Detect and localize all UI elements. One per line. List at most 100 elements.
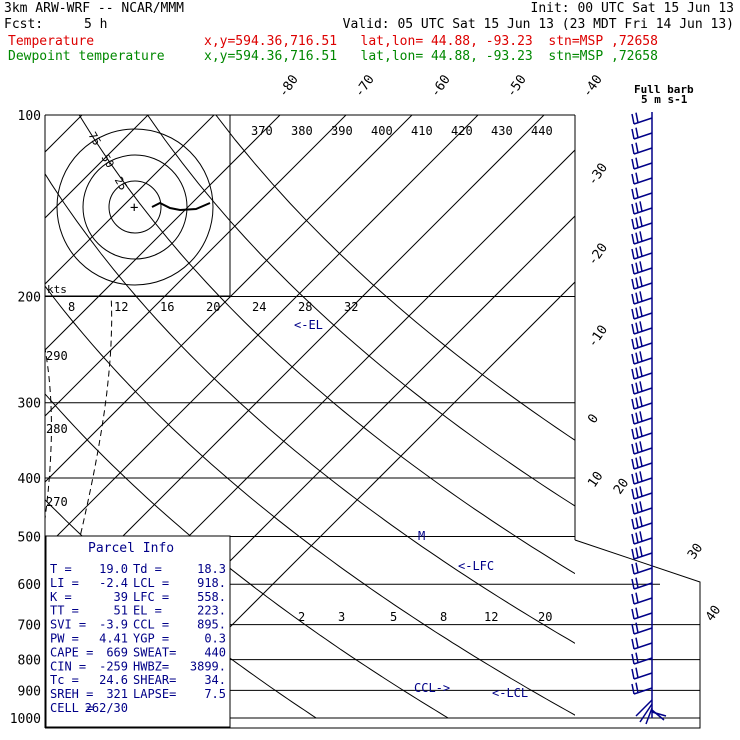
wind-barb	[631, 426, 653, 440]
parcel-field-value: 7.5	[204, 687, 226, 701]
wind-barb	[631, 471, 653, 485]
wind-barb-shaft	[633, 687, 653, 695]
wind-barb	[631, 112, 653, 125]
wind-barb	[631, 667, 653, 680]
wind-key-value: 5 m s-1	[641, 93, 688, 106]
wind-barb	[631, 396, 653, 410]
wind-barb-flag	[639, 321, 643, 332]
wind-barb-flag	[631, 218, 635, 230]
wind-barb	[631, 351, 653, 365]
wind-barb	[631, 261, 653, 275]
forecast-hours: 5 h	[84, 17, 108, 32]
hodograph-speed-label: 20	[206, 300, 220, 314]
wind-barb-flag	[635, 352, 639, 363]
wind-barb-flag	[635, 592, 639, 603]
isotherm-label: 30	[685, 541, 706, 562]
wind-barb-flag	[631, 383, 635, 395]
hodograph-ring	[56, 128, 214, 286]
parcel-field-value: 3899.	[190, 659, 226, 673]
wind-barb	[631, 201, 653, 215]
wind-barb-shaft	[633, 132, 653, 140]
wind-barb-flag	[639, 246, 643, 257]
pressure-label: 900	[18, 684, 41, 699]
wind-barb-flag	[631, 413, 635, 425]
hodograph-speed-label: 8	[68, 300, 75, 314]
legend-dewpoint: Dewpoint temperature	[8, 49, 165, 64]
theta-label: 370	[251, 124, 273, 138]
hodograph-ring-label: 50	[99, 152, 117, 170]
hodograph-ring	[108, 180, 162, 234]
wind-barb	[631, 622, 653, 635]
dry-adiabat	[45, 172, 575, 644]
wind-barb-flag	[635, 292, 639, 303]
wind-barb-flag	[635, 337, 639, 348]
wind-barb	[631, 276, 653, 290]
wind-barb	[631, 321, 653, 335]
wind-barb-flag	[639, 351, 643, 362]
wind-barbs	[631, 112, 667, 725]
isotherm-line	[0, 115, 16, 718]
wind-barb-flag	[639, 261, 643, 272]
parcel-field-value: 918.	[197, 576, 226, 590]
wind-barb-flag	[631, 668, 635, 680]
isotherm-label: -20	[585, 241, 611, 269]
mixing-ratio-label: 5	[390, 610, 397, 624]
parcel-field-value: -259	[99, 659, 128, 673]
parcel-field-label: PW =	[50, 632, 79, 646]
wind-barb	[631, 486, 653, 500]
wind-barb-flag	[631, 443, 635, 455]
wind-barb-flag	[635, 457, 639, 468]
wind-barb-flag	[635, 547, 639, 558]
wind-barb-flag	[631, 533, 635, 545]
wind-barb-shaft	[633, 402, 653, 410]
legend-temperature: Temperature	[8, 34, 95, 49]
wind-barb-shaft	[645, 707, 653, 725]
parcel-field-value: 19.0	[99, 562, 128, 576]
wind-barb-flag	[635, 427, 639, 438]
parcel-field-value: 223.	[197, 604, 226, 618]
wind-barb	[631, 157, 653, 170]
wind-barb-flag	[631, 563, 635, 575]
parcel-field-value: 18.3	[197, 562, 226, 576]
parcel-field-label: EL =	[133, 604, 162, 618]
wetbulb-label: 270	[46, 495, 68, 509]
wind-barb-shaft	[633, 522, 653, 530]
wind-key-label: Full barb	[634, 83, 694, 96]
wind-barb-flag	[631, 623, 635, 635]
parcel-field-value: 440	[204, 645, 226, 659]
mixing-ratio-label: 20	[538, 610, 552, 624]
wind-barb-flag	[631, 158, 635, 170]
parcel-field-label: CELL =	[50, 701, 93, 715]
forecast-label: Fcst:	[4, 17, 44, 32]
theta-label: 400	[371, 124, 393, 138]
pressure-label: 500	[18, 530, 41, 545]
wind-barb-shaft	[633, 657, 653, 665]
hodograph-speed-label: 16	[160, 300, 174, 314]
ccl-marker: CCL->	[414, 681, 450, 695]
wind-barb-shaft	[633, 297, 653, 305]
wind-barb-flag	[635, 442, 639, 453]
wind-barb-flag	[631, 518, 635, 530]
wind-barb-shaft	[633, 267, 653, 275]
isotherm-line	[45, 115, 281, 351]
wind-barb-flag	[631, 638, 635, 650]
wind-barb-flag	[635, 412, 639, 423]
wind-barb-flag	[631, 278, 635, 290]
lcl-marker: <-LCL	[492, 686, 528, 700]
wind-barb	[631, 456, 653, 470]
parcel-field-value: 4.41	[99, 632, 128, 646]
wind-barb-shaft	[633, 672, 653, 680]
theta-label: 430	[491, 124, 513, 138]
wind-barb-flag	[631, 308, 635, 320]
wind-barb-flag	[635, 127, 639, 138]
wind-barb-shaft	[633, 612, 653, 620]
hodograph-speed-label: 24	[252, 300, 266, 314]
parcel-field-label: YGP =	[133, 632, 169, 646]
wind-barb	[631, 531, 653, 545]
moist-adiabat	[0, 297, 3, 719]
parcel-field-label: CCL =	[133, 618, 169, 632]
parcel-field-label: LCL =	[133, 576, 169, 590]
isotherm-line	[45, 115, 545, 615]
parcel-title: Parcel Info	[88, 541, 174, 556]
hodograph-speed-label: 32	[344, 300, 358, 314]
